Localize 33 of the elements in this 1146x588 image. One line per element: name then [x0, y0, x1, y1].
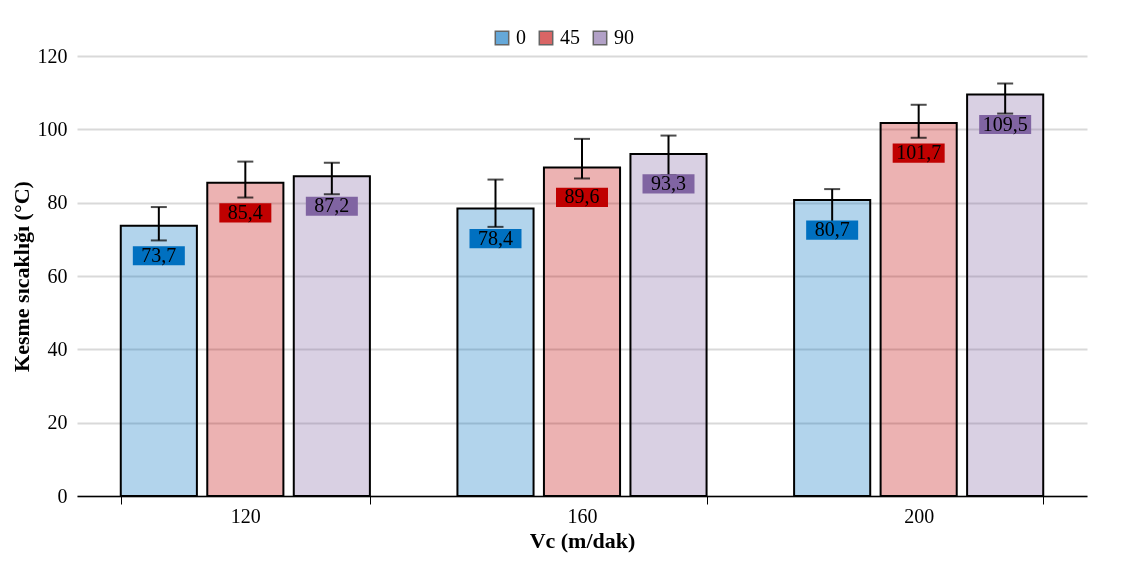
- bar: [206, 181, 285, 497]
- y-tick-label: 120: [37, 44, 68, 67]
- bar: [629, 152, 708, 497]
- y-tick-label: 80: [47, 191, 68, 214]
- bar: [119, 224, 198, 497]
- data-label: 109,5: [982, 112, 1028, 135]
- bar: [793, 199, 872, 497]
- y-tick-label: 100: [37, 117, 68, 140]
- y-tick-label: 40: [47, 337, 68, 360]
- x-tick-label: 200: [904, 504, 935, 527]
- x-tick-label: 120: [230, 504, 261, 527]
- bar: [456, 207, 535, 497]
- bar: [966, 93, 1045, 497]
- data-label: 101,7: [896, 141, 942, 164]
- bar: [542, 166, 622, 497]
- legend-label: 0: [516, 26, 526, 48]
- data-label: 89,6: [564, 185, 600, 208]
- bar: [292, 175, 371, 497]
- data-label: 78,4: [478, 226, 513, 249]
- y-axis-title: Kesme sıcaklığı (°C): [8, 181, 34, 372]
- legend-label: 90: [614, 26, 634, 48]
- y-tick-label: 20: [47, 411, 68, 434]
- legend-label: 45: [560, 26, 580, 48]
- data-label: 73,7: [141, 243, 177, 266]
- data-label: 80,7: [814, 218, 850, 241]
- data-label: 87,2: [314, 194, 350, 217]
- data-label: 85,4: [227, 200, 263, 223]
- bar: [879, 122, 958, 497]
- y-tick-label: 60: [47, 264, 68, 287]
- data-label: 93,3: [651, 171, 686, 194]
- x-tick-label: 160: [567, 504, 598, 527]
- x-axis-title: Vc (m/dak): [529, 527, 636, 553]
- y-tick-label: 0: [57, 484, 68, 507]
